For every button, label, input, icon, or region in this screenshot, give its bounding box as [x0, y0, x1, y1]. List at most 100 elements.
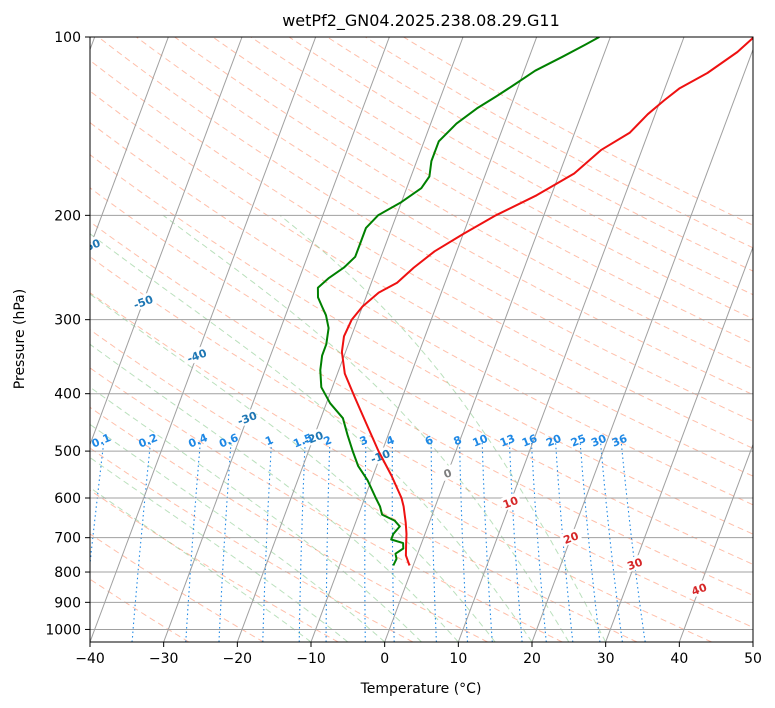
y-tick-label: 800 — [54, 565, 81, 581]
mixing-ratio-line — [530, 440, 547, 642]
y-tick-label: 700 — [54, 531, 81, 547]
dry-adiabat — [90, 533, 264, 642]
mixing-ratio-label: 1 — [263, 433, 275, 448]
mixing-ratio-label: 8 — [452, 433, 464, 448]
svg-text:-40: -40 — [185, 346, 208, 365]
series-temperature-line — [340, 37, 753, 566]
svg-text:-70: -70 — [25, 183, 48, 202]
isotherm-line — [163, 37, 390, 642]
x-tick-label: 0 — [380, 651, 389, 667]
mixing-ratio-line — [458, 440, 469, 642]
series-dewpoint-line — [316, 37, 600, 566]
isotherm-line — [310, 37, 538, 642]
dry-adiabat — [90, 406, 488, 642]
dry-adiabat — [90, 59, 753, 449]
isotherm-label: 30 — [622, 553, 647, 573]
isotherm-line — [90, 37, 317, 642]
moist-adiabat — [90, 343, 459, 642]
dry-adiabat — [90, 578, 190, 642]
svg-text:10: 10 — [501, 494, 520, 512]
x-tick-label: 40 — [670, 651, 688, 667]
isotherm-line — [384, 37, 611, 642]
mixing-ratio-label: 0.2 — [137, 431, 160, 450]
svg-text:-30: -30 — [236, 409, 259, 428]
isotherm-line — [90, 37, 169, 249]
mixing-ratio-label: 6 — [423, 433, 435, 448]
dry-adiabat — [136, 37, 753, 396]
y-tick-label: 900 — [54, 595, 81, 611]
isotherm-label: -60 — [79, 235, 103, 256]
isotherm-line — [678, 443, 753, 642]
y-tick-label: 1000 — [45, 622, 81, 638]
dry-adiabat — [90, 256, 753, 628]
mixing-ratio-line — [298, 440, 306, 642]
mixing-ratio-line — [481, 440, 493, 642]
svg-text:20: 20 — [562, 529, 581, 547]
dry-adiabat — [90, 90, 753, 477]
mixing-ratio-label: 2 — [322, 433, 334, 448]
mixing-ratio-line — [325, 440, 331, 642]
dry-adiabat — [403, 37, 753, 226]
chart-title: wetPf2_GN04.2025.238.08.29.G11 — [282, 11, 560, 31]
isotherm-line — [457, 37, 685, 642]
mixing-ratio-label: 10 — [471, 432, 490, 450]
mixing-ratio-label: 0.1 — [90, 431, 113, 450]
mixing-ratio-line — [185, 440, 202, 642]
isotherm-line — [90, 37, 243, 446]
isotherm-label: 10 — [498, 492, 522, 512]
data-area — [316, 37, 753, 566]
mixing-ratio-line — [508, 440, 523, 642]
mixing-ratio-line — [579, 440, 601, 642]
svg-text:-50: -50 — [132, 293, 155, 312]
isotherm-label: -50 — [131, 291, 155, 312]
x-tick-label: 30 — [597, 651, 615, 667]
dry-adiabat — [174, 37, 753, 370]
x-tick-label: 20 — [523, 651, 541, 667]
x-tick-label: 50 — [744, 651, 762, 667]
mixing-ratio-label: 0.4 — [186, 431, 209, 450]
mixing-ratio-label: 4 — [384, 433, 396, 448]
mixing-ratio-label: 13 — [498, 432, 517, 450]
plot-area: -100-90-80-70-60-50-40-30-20-10010203040… — [25, 37, 753, 642]
moist-adiabat — [162, 214, 570, 642]
mixing-ratio-line — [131, 440, 152, 642]
mixing-ratio-label: 25 — [569, 432, 588, 450]
mixing-ratio-label: 20 — [544, 432, 563, 450]
dry-adiabat — [288, 37, 753, 296]
dry-adiabat — [212, 37, 753, 345]
isotherm-label: -70 — [25, 182, 49, 202]
dry-adiabat — [250, 37, 753, 320]
mixing-ratio-line — [218, 440, 232, 642]
isotherm-label: 0 — [435, 463, 460, 483]
moist-adiabat — [90, 293, 496, 642]
isotherm-label: 20 — [559, 527, 583, 547]
axes: −40 −30 −20 −10 0 10 20 30 40 5010009008007006005… — [45, 30, 762, 667]
y-tick-label: 500 — [54, 444, 81, 460]
dry-adiabat — [326, 37, 753, 272]
moist-adiabat — [90, 456, 349, 642]
y-tick-label: 200 — [54, 208, 81, 224]
x-tick-label: −20 — [223, 651, 253, 667]
mixing-ratio-label: 3 — [358, 433, 370, 448]
mixing-ratio-line — [620, 440, 646, 642]
moist-adiabat — [279, 214, 607, 642]
svg-text:40: 40 — [690, 581, 709, 599]
x-tick-label: 10 — [449, 651, 467, 667]
y-tick-label: 100 — [54, 30, 81, 46]
moist-adiabat — [90, 233, 533, 642]
y-tick-label: 400 — [54, 387, 81, 403]
dry-adiabat — [90, 489, 339, 642]
x-tick-label: −40 — [75, 651, 105, 667]
y-tick-label: 300 — [54, 313, 81, 329]
dry-adiabat — [90, 154, 753, 535]
isotherm-line — [605, 245, 753, 642]
dry-adiabat — [90, 292, 712, 642]
mixing-ratio-line — [364, 440, 367, 642]
x-tick-label: −10 — [296, 651, 326, 667]
svg-text:-60: -60 — [79, 236, 102, 255]
isotherm-label: -40 — [185, 345, 209, 366]
moist-adiabat — [90, 386, 422, 642]
plot-frame — [89, 36, 754, 643]
mixing-ratio-label: 30 — [589, 432, 608, 450]
